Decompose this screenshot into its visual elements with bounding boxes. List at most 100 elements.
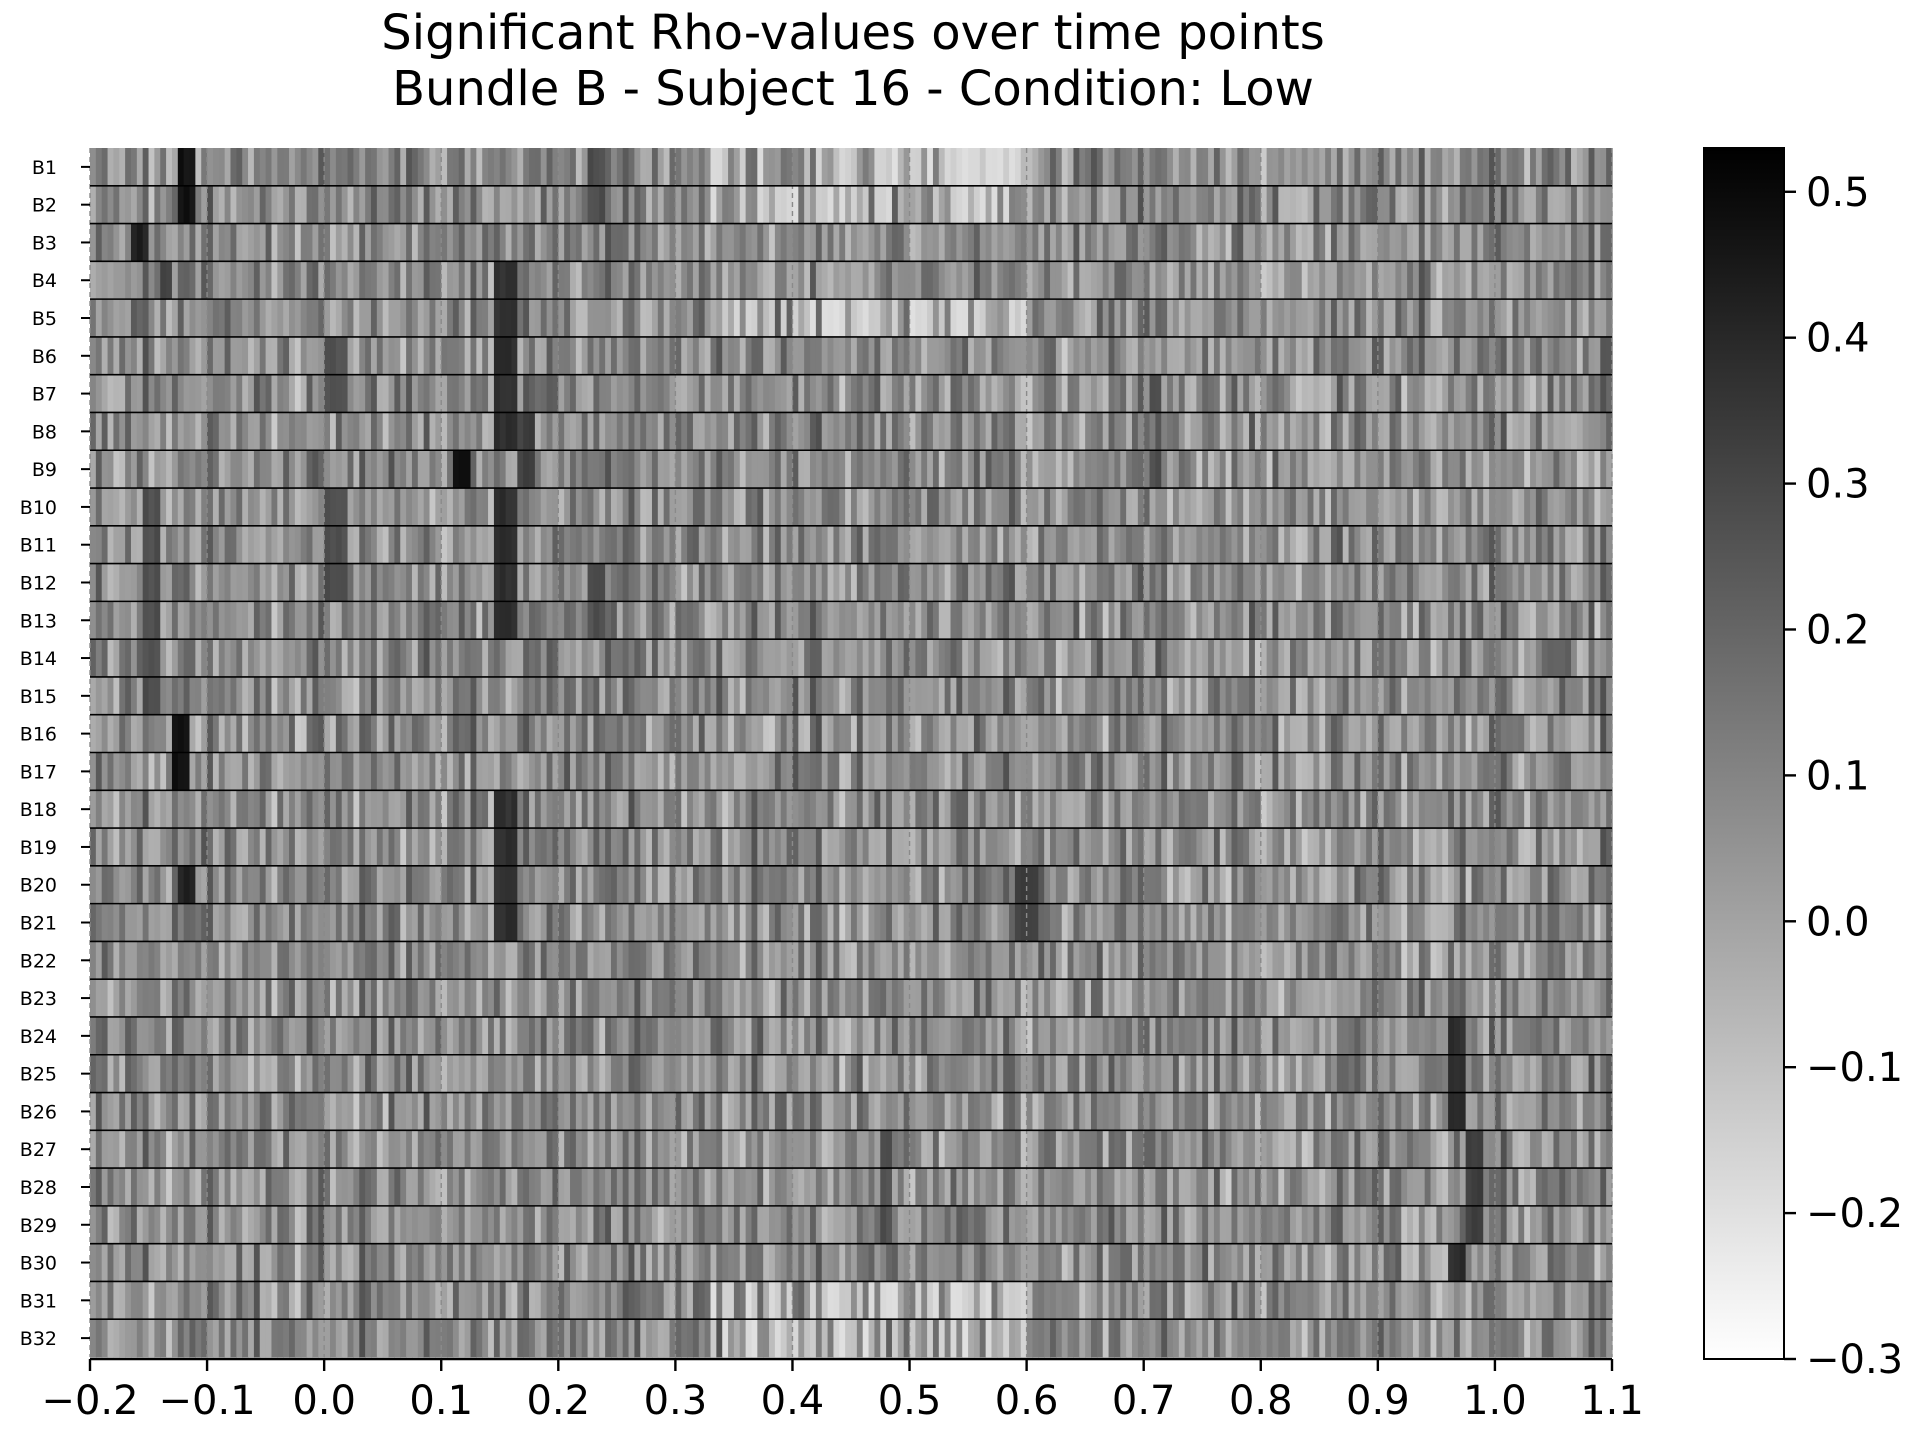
heatmap-cell xyxy=(523,676,530,716)
heatmap-cell xyxy=(171,639,179,678)
heatmap-cell xyxy=(224,676,232,716)
heatmap-cell xyxy=(1459,752,1467,791)
heatmap-cell xyxy=(687,563,694,602)
heatmap-cell xyxy=(1325,261,1332,300)
heatmap-cell xyxy=(1401,261,1408,300)
heatmap-cell xyxy=(1014,601,1022,640)
heatmap-cell xyxy=(962,525,969,564)
heatmap-cell xyxy=(365,450,372,489)
heatmap-cell xyxy=(1389,752,1396,791)
heatmap-cell xyxy=(1600,790,1607,829)
heatmap-cell xyxy=(634,336,641,375)
heatmap-cell xyxy=(979,752,987,791)
heatmap-cell xyxy=(177,828,185,867)
heatmap-cell xyxy=(810,563,817,602)
heatmap-cell xyxy=(938,412,946,451)
heatmap-cell xyxy=(897,676,905,716)
heatmap-cell xyxy=(1366,714,1373,753)
heatmap-cell xyxy=(1336,148,1344,187)
heatmap-cell xyxy=(476,336,483,375)
heatmap-cell xyxy=(447,223,454,262)
heatmap-cell xyxy=(1155,450,1162,489)
heatmap-cell xyxy=(1120,336,1127,375)
heatmap-cell xyxy=(1471,639,1478,678)
heatmap-cell xyxy=(1231,299,1238,338)
heatmap-cell xyxy=(300,676,308,716)
heatmap-cell xyxy=(575,790,583,829)
heatmap-cell xyxy=(663,185,671,224)
heatmap-cell xyxy=(154,828,161,867)
heatmap-cell xyxy=(505,601,513,640)
heatmap-cell xyxy=(1108,299,1116,338)
heatmap-cell xyxy=(189,676,196,716)
heatmap-cell xyxy=(107,488,115,527)
heatmap-cell xyxy=(177,714,185,753)
heatmap-cell xyxy=(212,790,220,829)
heatmap-cell xyxy=(851,714,858,753)
heatmap-cell xyxy=(341,185,349,224)
heatmap-cell xyxy=(1453,828,1461,867)
heatmap-cell xyxy=(335,223,343,262)
heatmap-cell xyxy=(1243,639,1250,678)
heatmap-cell xyxy=(1208,676,1215,716)
heatmap-cell xyxy=(353,828,360,867)
heatmap-cell xyxy=(1518,601,1525,640)
heatmap-cell xyxy=(815,790,823,829)
heatmap-cell xyxy=(505,336,513,375)
heatmap-cell xyxy=(1360,488,1367,527)
heatmap-cell xyxy=(1436,148,1443,187)
heatmap-cell xyxy=(1196,299,1203,338)
heatmap-cell xyxy=(394,676,401,716)
heatmap-cell xyxy=(1190,714,1197,753)
heatmap-cell xyxy=(101,374,109,413)
heatmap-cell xyxy=(189,828,196,867)
heatmap-cell xyxy=(1295,148,1303,187)
heatmap-cell xyxy=(821,148,829,187)
heatmap-cell xyxy=(452,148,460,187)
heatmap-cell xyxy=(1547,336,1555,375)
heatmap-cell xyxy=(1342,714,1350,753)
heatmap-cell xyxy=(376,185,384,224)
heatmap-cell xyxy=(1096,676,1104,716)
heatmap-cell xyxy=(786,299,794,338)
heatmap-cell xyxy=(1073,412,1080,451)
heatmap-cell xyxy=(1284,299,1291,338)
heatmap-cell xyxy=(944,185,952,224)
heatmap-cell xyxy=(845,563,852,602)
heatmap-cell xyxy=(1114,261,1121,300)
heatmap-cell xyxy=(283,865,290,904)
heatmap-cell xyxy=(932,299,940,338)
heatmap-cell xyxy=(1348,223,1356,262)
heatmap-cell xyxy=(997,676,1004,716)
heatmap-cell xyxy=(488,676,495,716)
heatmap-cell xyxy=(1489,639,1496,678)
heatmap-cell xyxy=(1137,676,1145,716)
heatmap-cell xyxy=(704,828,712,867)
heatmap-cell xyxy=(1102,676,1110,716)
heatmap-cell xyxy=(815,412,823,451)
heatmap-cell xyxy=(411,450,419,489)
heatmap-cell xyxy=(1465,488,1473,527)
heatmap-cell xyxy=(1594,299,1601,338)
heatmap-cell xyxy=(1260,752,1268,791)
heatmap-cell xyxy=(1003,185,1010,224)
heatmap-cell xyxy=(897,185,905,224)
heatmap-cell xyxy=(1576,148,1584,187)
heatmap-cell xyxy=(657,148,665,187)
heatmap-cell xyxy=(353,601,360,640)
heatmap-cell xyxy=(1243,714,1250,753)
heatmap-cell xyxy=(1313,714,1320,753)
heatmap-cell xyxy=(1412,185,1420,224)
heatmap-cell xyxy=(973,752,981,791)
heatmap-cell xyxy=(1050,374,1057,413)
heatmap-cell xyxy=(1535,525,1543,564)
heatmap-cell xyxy=(382,261,390,300)
heatmap-cell xyxy=(786,412,794,451)
heatmap-cell xyxy=(552,828,559,867)
heatmap-cell xyxy=(1512,336,1519,375)
heatmap-cell xyxy=(1032,752,1039,791)
heatmap-cell xyxy=(1489,412,1496,451)
heatmap-cell xyxy=(1331,752,1338,791)
heatmap-cell xyxy=(769,336,776,375)
heatmap-cell xyxy=(552,450,559,489)
